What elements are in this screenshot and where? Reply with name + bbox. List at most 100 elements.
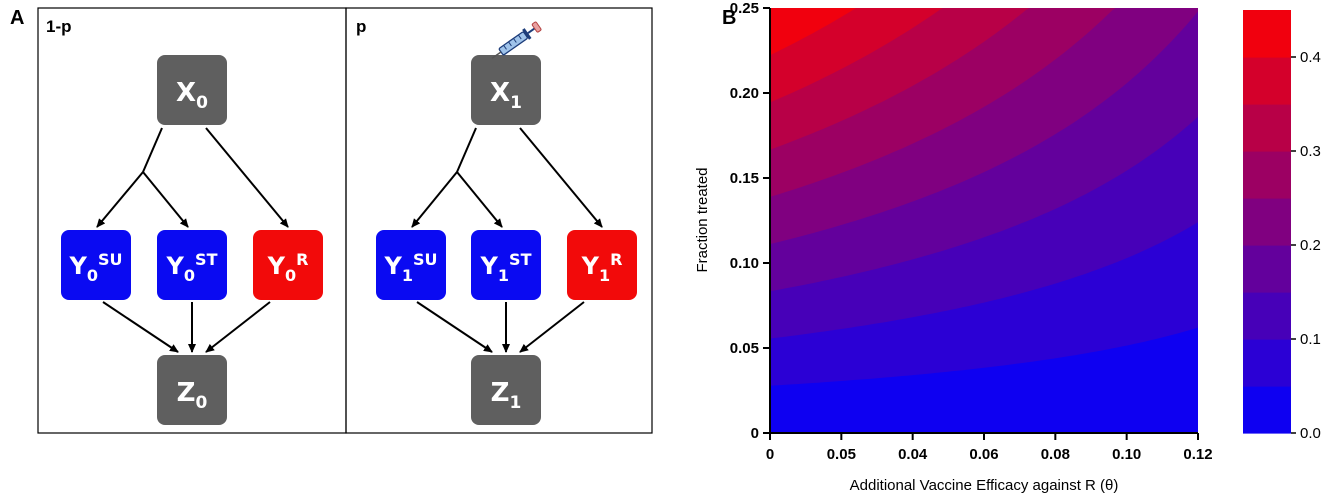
svg-text:Y0R: Y0R xyxy=(267,250,309,285)
node-y1-r-sub: 1 xyxy=(599,266,610,285)
svg-text:Z0: Z0 xyxy=(177,378,208,413)
x-tick-label: 0.12 xyxy=(1183,446,1212,463)
node-x0-box xyxy=(157,55,227,125)
node-y0-su-box xyxy=(61,230,131,300)
colorbar-tick-label: 0.0 xyxy=(1300,425,1321,442)
node-y1-st: Y1ST xyxy=(471,230,541,300)
node-x0: X0 xyxy=(157,55,227,125)
contour-band-8 xyxy=(770,8,857,56)
svg-text:Y0SU: Y0SU xyxy=(68,250,122,285)
left-edges xyxy=(96,127,289,353)
node-y1-st-sub: 1 xyxy=(498,266,509,285)
node-y0-su-sup: SU xyxy=(98,250,123,269)
y-tick-label: 0 xyxy=(751,425,759,442)
colorbar-swatch xyxy=(1243,57,1291,105)
colorbar-tick-label: 0.2 xyxy=(1300,237,1321,254)
node-z0-base: Z xyxy=(177,378,196,408)
svg-text:Z1: Z1 xyxy=(491,378,522,413)
node-z1-box xyxy=(471,355,541,425)
colorbar-tick-label: 0.3 xyxy=(1300,143,1321,160)
node-y0-su-sub: 0 xyxy=(87,266,98,285)
x-tick-label: 0.06 xyxy=(969,446,998,463)
colorbar-swatch xyxy=(1243,10,1291,58)
node-y0-st-sub: 0 xyxy=(184,266,195,285)
node-z0-sub: 0 xyxy=(196,393,208,413)
y-tick-label: 0.25 xyxy=(730,0,759,17)
right-edges xyxy=(411,127,603,353)
syringe-icon xyxy=(491,21,542,59)
node-y0-st-sup: ST xyxy=(195,250,218,269)
node-y0-r-base: Y xyxy=(267,252,286,280)
node-y0-su-base: Y xyxy=(68,252,87,280)
node-y0-r-sub: 0 xyxy=(285,266,296,285)
x-tick-label: 0.05 xyxy=(827,446,856,463)
node-y0-r: Y0R xyxy=(253,230,323,300)
x-axis-title: Additional Vaccine Efficacy against R (θ… xyxy=(850,477,1119,494)
node-y0-st-base: Y xyxy=(166,252,185,280)
node-y0-r-box xyxy=(253,230,323,300)
node-y1-su-sub: 1 xyxy=(402,266,413,285)
x-axis: 0 0.05 0.04 0.06 0.08 0.10 0.12 xyxy=(766,432,1213,463)
colorbar-swatch xyxy=(1243,198,1291,246)
node-y0-r-sup: R xyxy=(296,250,308,269)
node-z0: Z0 xyxy=(157,355,227,425)
contour-layers xyxy=(770,8,1198,433)
y-tick-label: 0.15 xyxy=(730,170,759,187)
node-y0-st: Y0ST xyxy=(157,230,227,300)
node-y1-su-box xyxy=(376,230,446,300)
colorbar-swatch xyxy=(1243,339,1291,387)
panel-b-letter: B xyxy=(722,7,736,29)
y-tick-label: 0.20 xyxy=(730,85,759,102)
node-y1-r-sup: R xyxy=(610,250,622,269)
svg-text:X0: X0 xyxy=(176,78,208,113)
node-x1-base: X xyxy=(490,78,510,108)
colorbar-tick-label: 0.4 xyxy=(1300,49,1321,66)
x-tick-label: 0.10 xyxy=(1112,446,1141,463)
node-y1-su-base: Y xyxy=(383,252,402,280)
node-y1-su-sup: SU xyxy=(413,250,438,269)
x-tick-label: 0.08 xyxy=(1041,446,1070,463)
colorbar-swatch xyxy=(1243,104,1291,152)
node-z1-base: Z xyxy=(491,378,510,408)
node-x1-sub: 1 xyxy=(510,93,522,113)
node-x0-base: X xyxy=(176,78,196,108)
right-group-label: p xyxy=(356,17,366,36)
colorbar-swatch xyxy=(1243,151,1291,199)
y-axis-title: Fraction treated xyxy=(694,167,711,272)
node-z1: Z1 xyxy=(471,355,541,425)
node-x0-sub: 0 xyxy=(196,93,208,113)
node-y1-st-box xyxy=(471,230,541,300)
y-tick-label: 0.05 xyxy=(730,340,759,357)
right-panel-frame xyxy=(345,7,653,434)
panel-a-letter: A xyxy=(10,7,24,29)
y-tick-label: 0.10 xyxy=(730,255,759,272)
node-y1-st-sup: ST xyxy=(509,250,532,269)
left-group-label: 1-p xyxy=(46,17,72,36)
node-x1-box xyxy=(471,55,541,125)
node-y1-su: Y1SU xyxy=(376,230,446,300)
x-tick-label: 0.04 xyxy=(898,446,928,463)
colorbar-swatch xyxy=(1243,292,1291,340)
diagram-panel: 1-p p X0 Y0SU xyxy=(37,7,653,434)
node-y1-st-base: Y xyxy=(480,252,499,280)
colorbar-swatch xyxy=(1243,386,1291,434)
contour-chart: 0 0.05 0.04 0.06 0.08 0.10 0.12 00.050.100.150… xyxy=(694,0,1321,494)
colorbar-tick-label: 0.1 xyxy=(1300,331,1321,348)
node-z0-box xyxy=(157,355,227,425)
node-y0-st-box xyxy=(157,230,227,300)
node-x1: X1 xyxy=(471,55,541,125)
y-axis: 0 0.05 0.10 0.15 0.20 0.25 xyxy=(730,0,771,442)
colorbar-swatch xyxy=(1243,245,1291,293)
colorbar: 0.0 0.1 0.2 0.3 0.4 xyxy=(1243,10,1321,442)
svg-text:Y0ST: Y0ST xyxy=(166,250,218,285)
node-y0-su: Y0SU xyxy=(61,230,131,300)
svg-text:Y1SU: Y1SU xyxy=(383,250,437,285)
svg-text:Y1R: Y1R xyxy=(581,250,623,285)
node-z1-sub: 1 xyxy=(510,393,522,413)
x-tick-label: 0 xyxy=(766,446,774,463)
node-y1-r-base: Y xyxy=(581,252,600,280)
svg-text:X1: X1 xyxy=(490,78,522,113)
svg-text:Y1ST: Y1ST xyxy=(480,250,532,285)
node-y1-r-box xyxy=(567,230,637,300)
